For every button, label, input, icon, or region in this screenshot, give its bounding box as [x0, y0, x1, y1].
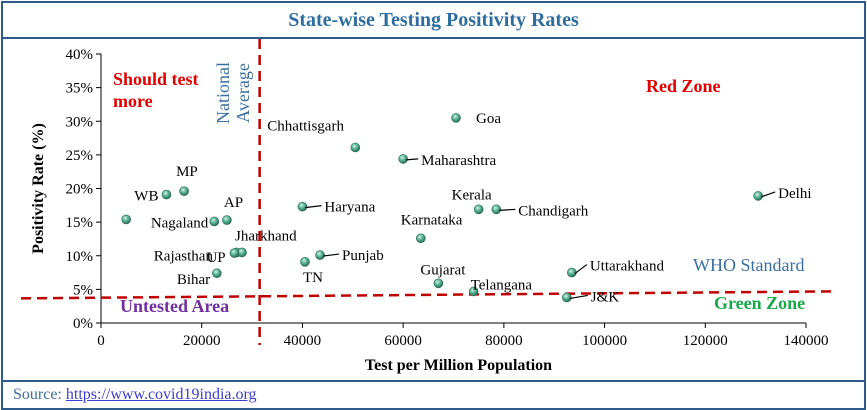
y-tick-label: 30%: [66, 114, 94, 130]
y-tick-label: 5%: [73, 282, 93, 298]
data-point: [351, 143, 360, 152]
data-point: [567, 268, 576, 277]
data-point: [210, 217, 219, 226]
point-label: Uttarakhand: [590, 259, 665, 275]
source-link[interactable]: https://www.covid19india.org: [66, 386, 257, 403]
y-tick-label: 10%: [66, 249, 94, 265]
scatter-chart: 0% 5% 10% 15% 20% 25% 30% 35% 40% 0 20000 40000 6000…: [3, 39, 864, 380]
data-point: [562, 293, 571, 302]
untested-area-label: Untested Area: [120, 296, 229, 316]
x-tick-label: 40000: [284, 333, 322, 349]
point-label: Chandigarh: [518, 203, 588, 219]
should-test-more-label: Should test more: [113, 69, 199, 111]
y-tick-label: 35%: [66, 81, 94, 97]
point-label: Bihar: [177, 272, 210, 288]
data-point: [162, 190, 171, 199]
point-leader-line: [323, 254, 339, 256]
point-label: MP: [176, 164, 198, 180]
point-label: Kerala: [452, 187, 492, 203]
point-label: UP: [206, 250, 225, 266]
data-point: [222, 216, 231, 225]
point-leader-line: [761, 192, 775, 197]
data-point: [212, 269, 221, 278]
data-point: [230, 249, 239, 258]
point-leader-line: [570, 295, 588, 298]
who-standard-label: WHO Standard: [693, 255, 804, 275]
source-footer: Source: https://www.covid19india.org: [3, 380, 864, 408]
x-tick-label: 60000: [384, 333, 422, 349]
data-point: [399, 154, 408, 163]
y-tick-label: 0%: [73, 316, 93, 332]
point-label: Maharashtra: [421, 153, 496, 169]
point-label: Karnataka: [401, 212, 463, 228]
data-point: [416, 234, 425, 243]
data-point: [492, 205, 501, 214]
data-point: [180, 187, 189, 196]
x-tick-label: 120000: [683, 333, 728, 349]
data-point: [298, 202, 307, 211]
data-point: [316, 251, 325, 260]
x-tick-label: 0: [97, 333, 105, 349]
y-tick-label: 20%: [66, 182, 94, 198]
point-leader-line: [406, 159, 418, 160]
data-points: WB MP Nagaland AP Rajasthan Jharkhand UP Bihar C…: [122, 111, 812, 306]
point-leader-line: [499, 209, 515, 210]
point-label: Rajasthan: [154, 248, 214, 264]
data-point: [754, 191, 763, 200]
point-leader-line: [575, 265, 587, 274]
point-label: Delhi: [778, 186, 811, 202]
point-label: Gujarat: [420, 262, 466, 278]
data-point: [452, 113, 461, 122]
point-label: AP: [224, 195, 243, 211]
data-point: [300, 257, 309, 266]
x-tick-label: 20000: [183, 333, 221, 349]
point-leader-line: [305, 206, 321, 208]
y-tick-label: 25%: [66, 148, 94, 164]
x-tick-label: 100000: [582, 333, 627, 349]
green-zone-label: Green Zone: [714, 293, 805, 313]
point-label: Punjab: [342, 248, 384, 264]
point-label: Goa: [476, 111, 501, 127]
point-label: J&K: [591, 289, 620, 305]
y-axis-title: Positivity Rate (%): [30, 123, 47, 254]
y-tick-label: 15%: [66, 215, 94, 231]
y-tick-label: 40%: [66, 47, 94, 63]
point-label: Jharkhand: [235, 228, 297, 244]
source-prefix: Source:: [13, 386, 66, 403]
national-average-label: NationalAverage: [213, 62, 253, 124]
point-label: TN: [303, 270, 323, 286]
chart-title: State-wise Testing Positivity Rates: [3, 3, 864, 39]
point-label: Haryana: [324, 200, 375, 216]
x-axis-title: Test per Million Population: [365, 357, 552, 374]
data-point: [474, 205, 483, 214]
point-label: Nagaland: [151, 215, 209, 231]
data-point: [122, 215, 131, 224]
data-point: [434, 279, 443, 288]
point-label: Chhattisgarh: [267, 118, 344, 134]
point-label: Telangana: [471, 277, 533, 293]
point-label: WB: [134, 189, 158, 205]
x-tick-label: 140000: [784, 333, 829, 349]
x-tick-label: 80000: [485, 333, 523, 349]
red-zone-label: Red Zone: [646, 76, 721, 96]
